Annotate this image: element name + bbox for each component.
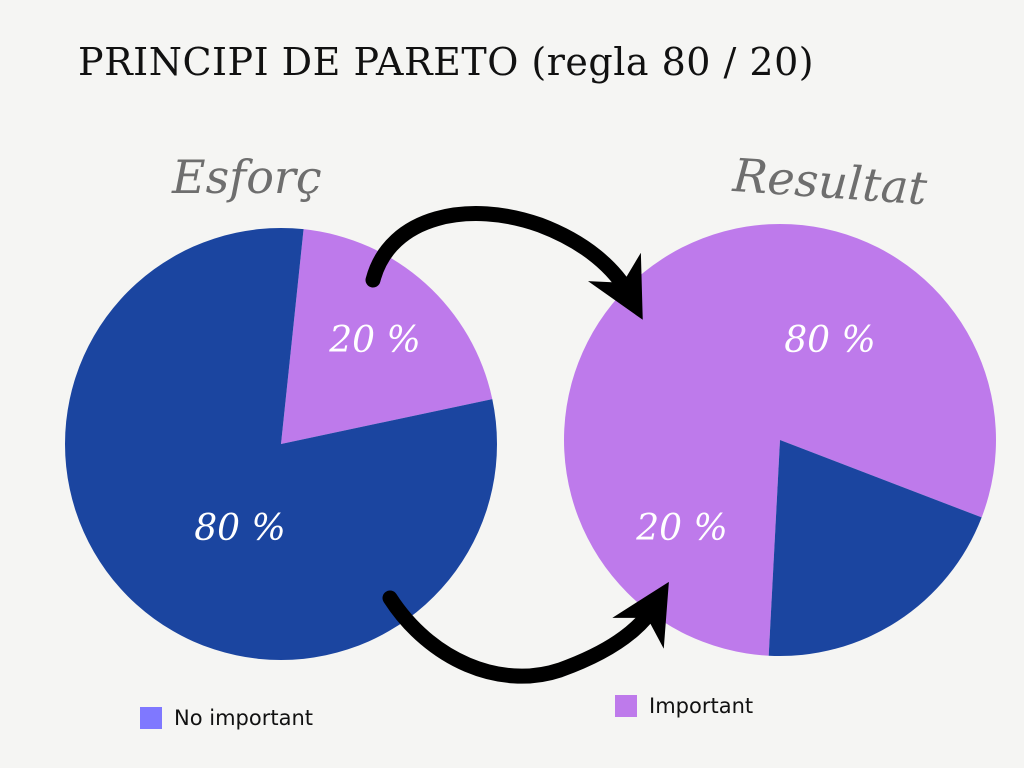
legend-swatch (615, 695, 637, 717)
slice-label-80: 80 % (194, 508, 285, 549)
chart-title-esforc: Esforç (172, 150, 322, 204)
pie-esforc: 20 % 80 % (65, 227, 498, 661)
legend-label: No important (174, 706, 313, 730)
pie-slice-important (564, 224, 997, 656)
legend-item-important: Important (615, 694, 753, 718)
arrow-top-icon (365, 206, 643, 320)
pie-slice-no-important (768, 440, 982, 656)
legend-label: Important (649, 694, 754, 718)
pie-slice-no-important (65, 227, 498, 661)
slice-label-20: 20 % (635, 508, 727, 549)
legend-swatch (140, 707, 162, 729)
pie-slice-important (281, 229, 493, 444)
slice-label-20: 20 % (328, 320, 420, 361)
arrow-bottom-icon (382, 581, 669, 684)
page-title: PRINCIPI DE PARETO (regla 80 / 20) (78, 40, 815, 84)
legend-item-no-important: No important (140, 706, 313, 730)
slice-label-80: 80 % (784, 320, 875, 361)
pie-resultat: 80 % 20 % (564, 224, 997, 656)
